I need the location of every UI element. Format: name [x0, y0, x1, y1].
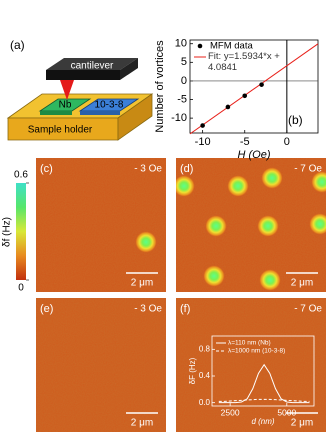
x-axis-label: d (nm) — [251, 417, 274, 426]
vortex — [205, 215, 227, 237]
x-tick-label: -5 — [240, 136, 250, 148]
scale-bar-label: 2 μm — [131, 278, 153, 289]
panel-label: (c) — [40, 163, 53, 175]
legend-label: Fit: y=1.5934*x + 4.0841 — [208, 51, 280, 73]
data-point — [242, 93, 248, 99]
colorbar — [16, 183, 26, 280]
sample-label: 10-3-8 — [95, 100, 124, 111]
scale-bar-label: 2 μm — [291, 278, 313, 289]
vortex — [259, 269, 281, 291]
holder-side — [117, 93, 153, 141]
field-label: - 3 Oe — [134, 304, 162, 315]
y-tick-label: 0.0 — [199, 398, 211, 407]
cantilever-top — [46, 58, 138, 70]
vortex — [309, 213, 326, 235]
panel-label: (b) — [288, 113, 303, 127]
tip — [60, 80, 74, 100]
plot-frame — [189, 39, 319, 134]
x-axis-label: H (Oe) — [238, 149, 271, 161]
cantilever-side — [120, 58, 138, 80]
legend-box: Fit: y=1.5934*x + 4.0841 — [208, 51, 280, 73]
image-texture — [176, 298, 326, 432]
data-point — [200, 123, 205, 128]
fit-line — [189, 43, 319, 135]
sample-nb-edge — [40, 111, 72, 115]
legend-label: λ=110 nm (Nb) — [228, 340, 271, 347]
cantilever-label: cantilever — [71, 61, 114, 72]
vortex — [257, 215, 279, 237]
vortex — [311, 171, 326, 193]
field-label: - 7 Oe — [294, 164, 322, 175]
y-tick-label: 0 — [181, 75, 187, 87]
vortex — [203, 265, 225, 287]
data-point — [259, 82, 264, 87]
cantilever-front — [46, 70, 120, 80]
image-panels — [36, 158, 326, 432]
field-label: - 7 Oe — [294, 304, 322, 315]
panel-label: (e) — [40, 303, 53, 315]
vortex — [135, 231, 157, 253]
y-axis-label: δF (Hz) — [188, 357, 197, 384]
y-tick-label: 5 — [181, 56, 187, 68]
panel-label: (f) — [180, 303, 190, 315]
legend-label: MFM data — [210, 41, 253, 52]
panel-label: (a) — [10, 38, 25, 52]
data-line — [218, 363, 310, 404]
data-point — [225, 104, 231, 110]
colorbar-label: δf (Hz) — [2, 217, 13, 247]
plot-frame — [211, 335, 315, 407]
colorbar-tick-label: 0 — [18, 283, 24, 294]
y-axis-label: Number of vortices — [154, 40, 166, 133]
x-tick-label: 2500 — [221, 407, 240, 417]
colorbar-tick-label: 0.6 — [14, 170, 28, 181]
sample-10-3-8-edge — [80, 111, 120, 115]
legend-label: λ=1000 nm (10-3-8) — [228, 348, 285, 355]
image-texture — [176, 158, 326, 292]
y-tick-label: -10 — [171, 112, 187, 124]
y-tick-label: 0.8 — [199, 344, 211, 353]
x-tick-label: 5000 — [277, 407, 296, 417]
holder-label: Sample holder — [28, 125, 93, 136]
data-line — [218, 398, 310, 402]
panel-a: (a) Sample holder Nb 10-3-8 cantilever — [6, 38, 154, 141]
image-texture — [36, 298, 166, 432]
sample-label: Nb — [59, 100, 72, 111]
y-tick-label: 0.4 — [199, 371, 211, 380]
y-tick-label: 10 — [175, 38, 187, 50]
vortex — [176, 175, 195, 197]
y-tick-label: -5 — [177, 93, 187, 105]
x-tick-label: -10 — [195, 136, 211, 148]
panel-label: (d) — [180, 163, 193, 175]
legend-marker — [197, 43, 203, 49]
scale-bar-label: 2 μm — [291, 418, 313, 429]
scale-bar-label: 2 μm — [131, 418, 153, 429]
field-label: - 3 Oe — [134, 164, 162, 175]
x-tick-label: 0 — [284, 136, 290, 148]
image-texture — [36, 158, 166, 292]
vortex — [261, 167, 283, 189]
vortex — [227, 175, 249, 197]
